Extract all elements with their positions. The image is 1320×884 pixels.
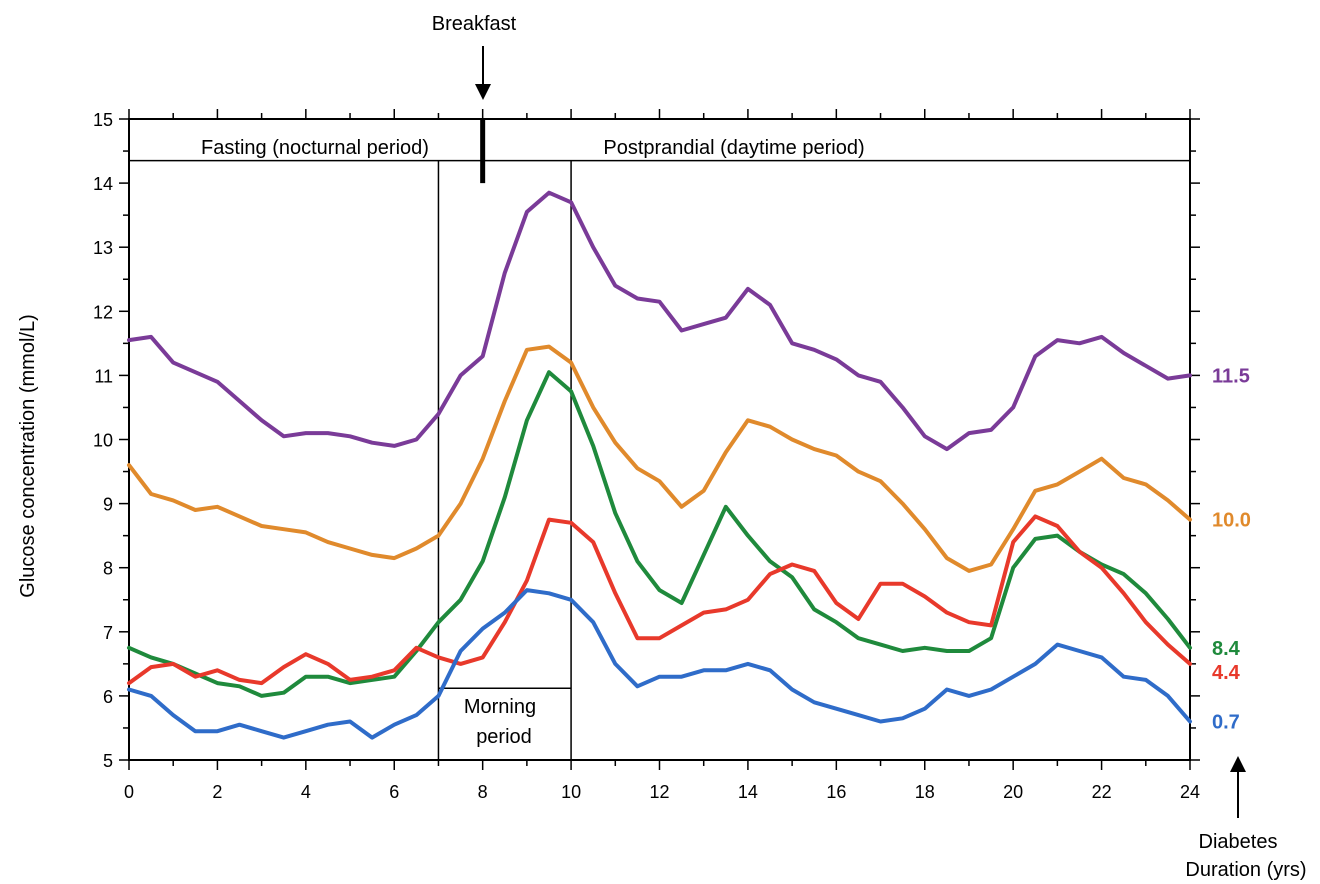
y-tick-label: 5: [103, 751, 113, 771]
duration-label-line2: Duration (yrs): [1185, 859, 1306, 881]
y-tick-label: 9: [103, 495, 113, 515]
series-end-label-0.7: 0.7: [1212, 712, 1240, 734]
y-tick-label: 14: [93, 174, 113, 194]
x-tick-label: 0: [124, 782, 134, 802]
series-end-label-10.0: 10.0: [1212, 510, 1251, 532]
x-tick-label: 22: [1092, 782, 1112, 802]
x-tick-label: 12: [649, 782, 669, 802]
series-line-8.4: [127, 370, 1192, 698]
y-tick-label: 12: [93, 302, 113, 322]
morning-period-label-line1: Morning: [464, 696, 536, 718]
series-end-label-8.4: 8.4: [1212, 638, 1241, 660]
series-line-0.7: [127, 588, 1192, 740]
x-tick-label: 4: [301, 782, 311, 802]
breakfast-arrow-head: [475, 84, 491, 100]
x-tick-label: 6: [389, 782, 399, 802]
x-tick-label: 24: [1180, 782, 1200, 802]
x-tick-label: 16: [826, 782, 846, 802]
y-tick-label: 13: [93, 238, 113, 258]
series-line-10.0: [127, 344, 1192, 573]
y-axis-label: Glucose concentration (mmol/L): [17, 314, 39, 597]
y-tick-label: 11: [94, 366, 113, 386]
series-end-label-11.5: 11.5: [1212, 365, 1250, 387]
series-line-11.5: [127, 190, 1192, 452]
duration-arrow-head: [1230, 756, 1246, 772]
y-tick-label: 15: [93, 110, 113, 130]
series-line-4.4: [127, 514, 1192, 686]
series-layer: 11.5 10.0 8.44.4 0.7: [127, 190, 1251, 740]
x-tick-label: 2: [212, 782, 222, 802]
duration-label-line1: Diabetes: [1199, 831, 1278, 853]
x-tick-label: 10: [561, 782, 581, 802]
y-tick-label: 7: [103, 623, 113, 643]
morning-period-label-line2: period: [476, 726, 532, 748]
x-tick-label: 18: [915, 782, 935, 802]
y-tick-label: 8: [103, 559, 113, 579]
fasting-label: Fasting (nocturnal period): [201, 137, 429, 159]
series-end-label-4.4: 4.4: [1212, 662, 1241, 684]
x-tick-label: 14: [738, 782, 758, 802]
postprandial-label: Postprandial (daytime period): [603, 137, 864, 159]
y-tick-label: 6: [103, 687, 113, 707]
x-tick-label: 8: [478, 782, 488, 802]
breakfast-label: Breakfast: [432, 13, 517, 35]
x-tick-label: 20: [1003, 782, 1023, 802]
y-tick-label: 10: [93, 431, 113, 451]
